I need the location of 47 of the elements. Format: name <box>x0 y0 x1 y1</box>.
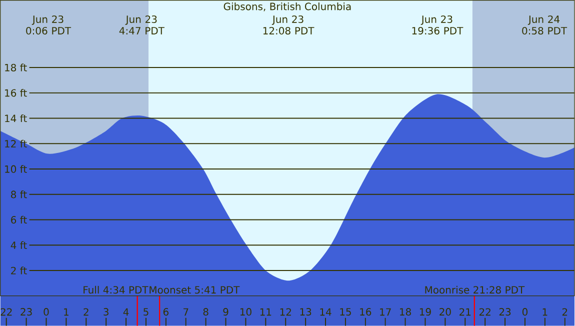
x-tick-label: 13 <box>300 308 312 316</box>
annotation: Jun 23 4:47 PDT <box>119 15 164 34</box>
x-tick-label: 1 <box>542 308 548 316</box>
annotation: Jun 23 0:06 PDT <box>26 15 72 34</box>
x-tick-label: 23 <box>20 308 32 316</box>
x-tick-label: 11 <box>260 308 272 316</box>
x-tick-label: 14 <box>320 308 332 316</box>
annotation: Jun 23 12:08 PDT <box>263 15 314 34</box>
y-tick-label: 2 ft <box>11 266 27 274</box>
x-tick-label: 6 <box>163 308 168 316</box>
ref-line-label: Full 4:34 PDT <box>84 286 148 294</box>
y-tick-label: 6 ft <box>11 216 27 224</box>
x-tick-label: 0 <box>44 308 49 316</box>
x-tick-label: 9 <box>223 308 228 316</box>
x-tick-label: 2 <box>562 308 568 316</box>
y-tick-label: 8 ft <box>11 190 27 198</box>
chart-title: Gibsons, British Columbia <box>224 2 351 12</box>
y-tick-label: 18 ft <box>5 63 27 72</box>
x-tick-label: 19 <box>420 308 431 316</box>
x-tick-label: 10 <box>240 308 252 316</box>
ref-line-label: Moonset 5:41 PDT <box>150 286 240 294</box>
x-tick-label: 1 <box>64 308 68 316</box>
annotation: Jun 24 0:58 PDT <box>522 15 568 34</box>
x-tick-label: 23 <box>499 308 511 316</box>
x-tick-label: 18 <box>400 308 411 316</box>
x-tick-label: 20 <box>440 308 451 316</box>
x-tick-label: 7 <box>184 308 188 316</box>
x-tick-label: 22 <box>479 308 490 316</box>
ref-line-label: Moonrise 21:28 PDT <box>425 286 525 294</box>
annotation: Jun 23 19:36 PDT <box>412 15 464 34</box>
y-tick-label: 14 ft <box>5 114 27 122</box>
x-tick-label: 21 <box>460 308 471 316</box>
x-tick-label: 2 <box>84 308 88 316</box>
x-tick-label: 15 <box>340 308 351 316</box>
x-tick-label: 12 <box>280 308 291 316</box>
x-tick-label: 0 <box>522 308 528 316</box>
y-tick-label: 10 ft <box>5 164 27 173</box>
y-tick-label: 4 ft <box>10 241 27 249</box>
x-tick-label: 4 <box>123 308 129 316</box>
x-tick-label: 22 <box>0 308 12 316</box>
x-tick-label: 3 <box>104 308 108 316</box>
x-tick-label: 17 <box>380 308 391 316</box>
x-tick-label: 5 <box>144 308 148 316</box>
x-tick-label: 16 <box>360 308 372 316</box>
y-tick-label: 16 ft <box>5 88 27 97</box>
x-tick-label: 8 <box>203 308 208 316</box>
y-tick-label: 12 ft <box>5 140 27 148</box>
